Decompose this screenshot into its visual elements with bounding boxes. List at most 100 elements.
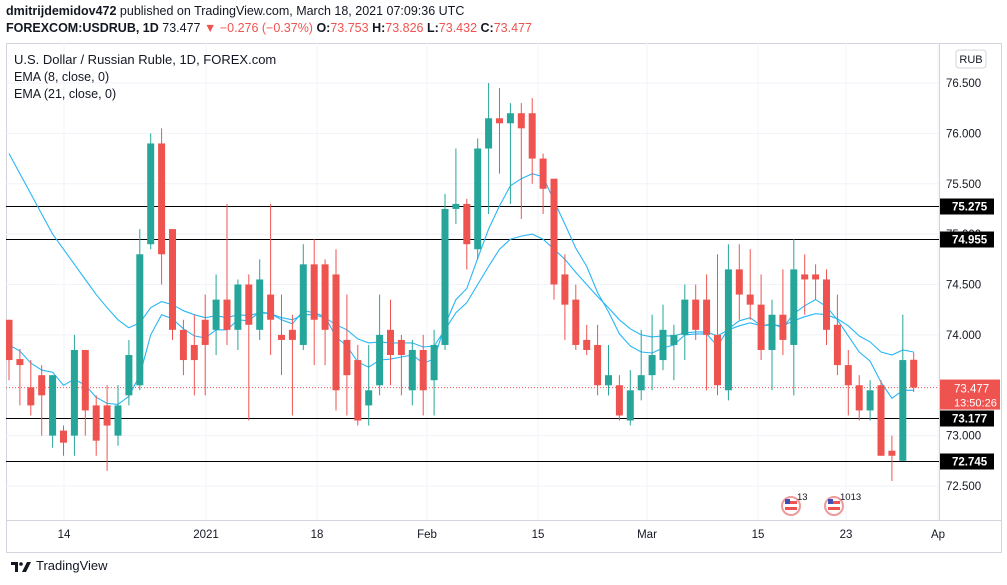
- candle[interactable]: [703, 274, 711, 391]
- candle[interactable]: [81, 349, 89, 436]
- candle[interactable]: [387, 299, 394, 386]
- candle[interactable]: [365, 344, 373, 426]
- candle[interactable]: [594, 324, 602, 396]
- currency-badge[interactable]: RUB: [955, 49, 987, 69]
- author-name[interactable]: dmitrijdemidov472: [6, 4, 117, 18]
- candle[interactable]: [463, 198, 471, 270]
- candle[interactable]: [528, 98, 536, 184]
- candle[interactable]: [746, 249, 754, 320]
- candle[interactable]: [419, 334, 427, 416]
- candle[interactable]: [278, 294, 285, 376]
- candle[interactable]: [833, 294, 841, 376]
- price-chart[interactable]: 72.50073.00073.50074.00074.50075.00075.5…: [5, 43, 1002, 553]
- candle[interactable]: [735, 244, 743, 320]
- candle[interactable]: [310, 239, 318, 366]
- event-marker[interactable]: 13: [781, 492, 808, 516]
- candle[interactable]: [103, 385, 111, 471]
- candle[interactable]: [899, 314, 907, 461]
- candle[interactable]: [779, 269, 787, 356]
- candle[interactable]: [583, 324, 591, 356]
- candle[interactable]: [844, 349, 852, 416]
- chart-frame[interactable]: 72.50073.00073.50074.00074.50075.00075.5…: [5, 43, 1002, 553]
- candle[interactable]: [60, 425, 67, 456]
- event-marker[interactable]: 1013: [824, 492, 861, 516]
- candle[interactable]: [681, 284, 689, 361]
- candle[interactable]: [376, 294, 384, 396]
- candle[interactable]: [408, 339, 416, 406]
- last-price-label: 73.477: [954, 384, 989, 396]
- candle[interactable]: [615, 375, 623, 421]
- candle[interactable]: [441, 193, 449, 350]
- candle[interactable]: [38, 365, 46, 436]
- candle[interactable]: [397, 334, 405, 396]
- candle[interactable]: [506, 103, 514, 204]
- candle[interactable]: [267, 203, 275, 356]
- candle[interactable]: [158, 128, 166, 285]
- candle[interactable]: [823, 269, 830, 345]
- footer-brand[interactable]: TradingView: [36, 558, 108, 573]
- candle[interactable]: [605, 344, 612, 396]
- candle[interactable]: [757, 274, 765, 361]
- candle[interactable]: [550, 178, 558, 300]
- candle[interactable]: [626, 370, 634, 426]
- candle[interactable]: [321, 259, 329, 366]
- candle[interactable]: [637, 329, 645, 401]
- candle[interactable]: [474, 138, 482, 260]
- candle-body: [615, 385, 623, 416]
- candle[interactable]: [724, 244, 732, 401]
- candle[interactable]: [70, 334, 78, 456]
- candle[interactable]: [169, 229, 176, 340]
- candle[interactable]: [125, 339, 133, 406]
- candle[interactable]: [888, 435, 896, 481]
- ema21-legend[interactable]: EMA (21, close, 0): [14, 87, 116, 101]
- candle[interactable]: [692, 284, 700, 340]
- candle[interactable]: [877, 380, 885, 456]
- candle[interactable]: [223, 203, 231, 345]
- candle[interactable]: [354, 344, 362, 426]
- candle-body: [223, 299, 231, 330]
- candle[interactable]: [288, 314, 296, 416]
- candle[interactable]: [430, 329, 438, 416]
- candle[interactable]: [768, 299, 776, 391]
- candle-body: [125, 355, 133, 396]
- candle[interactable]: [49, 375, 57, 448]
- candle[interactable]: [234, 279, 242, 350]
- candle[interactable]: [190, 314, 198, 396]
- candle[interactable]: [114, 385, 122, 446]
- candle[interactable]: [659, 304, 667, 371]
- candle[interactable]: [496, 88, 503, 174]
- candle[interactable]: [136, 229, 144, 391]
- candle[interactable]: [343, 294, 351, 416]
- ema8-legend[interactable]: EMA (8, close, 0): [14, 70, 109, 84]
- candle[interactable]: [572, 284, 580, 350]
- candle[interactable]: [245, 274, 253, 421]
- candle[interactable]: [212, 274, 220, 356]
- candle[interactable]: [256, 259, 264, 340]
- candle[interactable]: [201, 294, 209, 396]
- candle[interactable]: [452, 148, 460, 225]
- candle[interactable]: [790, 239, 798, 396]
- candle[interactable]: [5, 319, 13, 381]
- candle[interactable]: [855, 375, 863, 421]
- candle[interactable]: [561, 254, 569, 340]
- candle[interactable]: [16, 348, 24, 406]
- candle[interactable]: [332, 249, 340, 411]
- candle[interactable]: [866, 380, 874, 421]
- candle[interactable]: [485, 83, 493, 214]
- x-tick-label: 18: [311, 529, 324, 541]
- candle[interactable]: [812, 264, 820, 300]
- candle[interactable]: [670, 324, 678, 381]
- candle-body: [397, 339, 405, 356]
- candle-body: [572, 299, 580, 345]
- candle[interactable]: [27, 360, 35, 416]
- candle[interactable]: [517, 103, 525, 220]
- candle[interactable]: [910, 352, 918, 393]
- candle[interactable]: [714, 254, 721, 396]
- candle[interactable]: [147, 133, 155, 250]
- candle[interactable]: [92, 395, 100, 456]
- candle[interactable]: [179, 319, 187, 376]
- candle[interactable]: [299, 244, 307, 350]
- candle[interactable]: [648, 314, 656, 391]
- candle[interactable]: [539, 153, 547, 214]
- candle[interactable]: [801, 254, 809, 315]
